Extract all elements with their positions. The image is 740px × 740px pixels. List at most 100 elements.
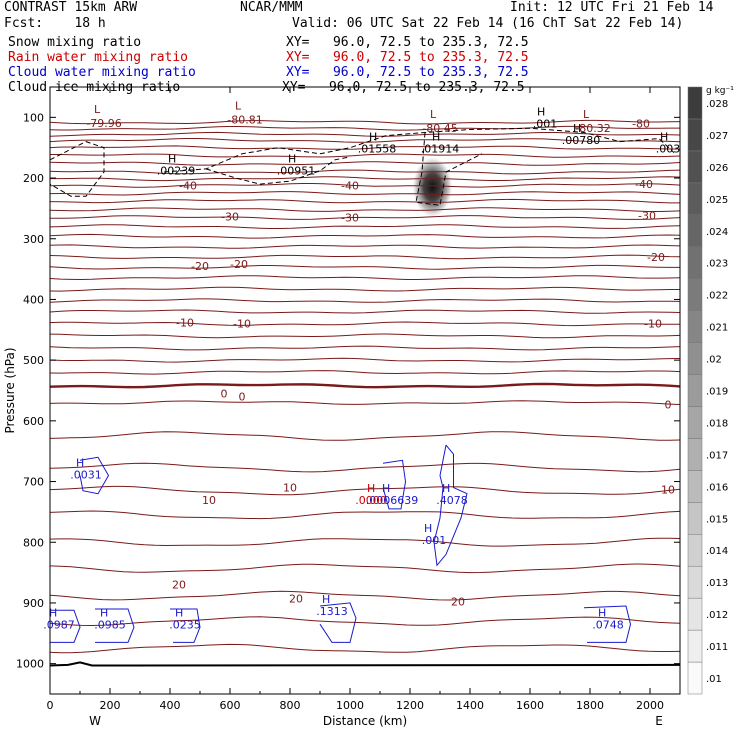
cloud-ice-contour — [49, 141, 105, 197]
colorbar-label: .024 — [706, 227, 728, 238]
colorbar-swatch — [687, 374, 703, 407]
x-tick-label: 600 — [220, 699, 241, 712]
colorbar-swatch — [687, 534, 703, 567]
isotherm-line — [49, 224, 681, 229]
ice-max-label: .00951 — [277, 164, 316, 177]
colorbar-label: .016 — [706, 482, 728, 493]
isotherm-line — [49, 198, 680, 204]
ice-max-label: .001 — [533, 118, 558, 131]
isotherm-line — [49, 382, 681, 389]
ice-max-label: .003 — [656, 143, 681, 156]
x-tick-label: 1000 — [336, 699, 364, 712]
y-tick-label: 900 — [23, 597, 44, 610]
isotherm-line — [49, 400, 681, 405]
ice-high-marker: H — [168, 152, 176, 165]
east-end-label: E — [655, 714, 663, 728]
isotherm-line — [49, 161, 681, 166]
colorbar-label: .027 — [706, 131, 728, 142]
isotherm-label: 20 — [172, 579, 186, 592]
isotherm-line — [49, 119, 681, 125]
isotherm-line — [49, 125, 680, 131]
cloud-water-contour — [382, 459, 407, 510]
colorbar-swatch — [687, 629, 703, 663]
colorbar-label: .025 — [706, 195, 728, 206]
cloud-water-max-label: .0031 — [70, 469, 102, 482]
isotherm-line — [49, 309, 681, 314]
cloud-water-max-label: .1313 — [316, 605, 348, 618]
ice-max-label: .00239 — [157, 164, 196, 177]
cloud-ice-contour — [415, 132, 483, 206]
x-tick-label: 1600 — [516, 699, 544, 712]
field-xy-rain: XY= 96.0, 72.5 to 235.3, 72.5 — [286, 50, 529, 65]
isotherm-line — [49, 431, 681, 441]
low-value-label: -79.96 — [86, 117, 121, 130]
cloud-water-contour — [79, 456, 110, 495]
isotherm-line — [49, 169, 681, 175]
low-marker: L — [583, 108, 590, 121]
cloud-water-high-marker: H — [382, 482, 390, 495]
colorbar-label: .013 — [706, 578, 728, 589]
isotherm-line — [49, 264, 680, 270]
isotherm-line — [49, 345, 681, 351]
colorbar-label: .014 — [706, 546, 728, 557]
cloud-water-high-marker: H — [598, 606, 606, 619]
low-marker: L — [235, 100, 242, 113]
colorbar-unit: g kg⁻¹ — [706, 86, 734, 96]
isotherm-line — [49, 537, 681, 547]
y-axis-label: Pressure (hPa) — [3, 347, 17, 433]
isotherm-line — [49, 321, 681, 327]
rain-high-marker: H — [367, 482, 375, 495]
colorbar-swatch — [687, 438, 703, 471]
isotherm-label: -10 — [644, 318, 662, 331]
forecast-hour: Fcst: 18 h — [4, 16, 106, 31]
isotherm-line — [49, 215, 681, 220]
isotherm-line — [49, 370, 681, 375]
low-marker: L — [94, 103, 101, 116]
colorbar-label: .026 — [706, 163, 728, 174]
colorbar-swatch — [687, 342, 703, 375]
isotherm-line — [49, 298, 681, 303]
cloud-water-high-marker: H — [424, 522, 432, 535]
isotherm-label: -30 — [341, 212, 359, 225]
cloud-ice-contour — [205, 156, 351, 185]
colorbar-swatch — [687, 182, 703, 216]
colorbar-swatch — [687, 661, 703, 695]
low-value-label: -80.45 — [422, 122, 457, 135]
cloud-water-high-marker: H — [49, 606, 57, 619]
isotherm-label: 0 — [221, 388, 228, 401]
isotherm-line — [49, 275, 681, 281]
x-tick-label: 1400 — [456, 699, 484, 712]
x-tick-label: 200 — [100, 699, 121, 712]
cloud-water-contour — [433, 444, 468, 567]
isotherm-line — [49, 254, 681, 260]
snow-maximum-blob — [412, 157, 453, 218]
colorbar-label: .015 — [706, 514, 728, 525]
isotherm-label: 10 — [283, 482, 297, 495]
colorbar-label: .01 — [706, 674, 722, 685]
isotherm-line — [49, 563, 681, 574]
y-tick-label: 600 — [23, 415, 44, 428]
colorbar-swatch — [687, 565, 703, 599]
colorbar-swatch — [687, 118, 703, 152]
cloud-water-high-marker: H — [76, 457, 84, 470]
isotherm-label: -40 — [635, 178, 653, 191]
y-tick-label: 800 — [23, 536, 44, 549]
cloud-water-high-marker: H — [322, 593, 330, 606]
y-tick-label: 700 — [23, 476, 44, 489]
x-tick-label: 400 — [160, 699, 181, 712]
cloud-water-contour — [95, 608, 135, 643]
west-end-label: W — [89, 714, 101, 728]
cloud-water-contour — [170, 608, 201, 643]
colorbar-label: .011 — [706, 642, 728, 653]
isotherm-label: -20 — [191, 260, 209, 273]
low-marker: L — [430, 108, 437, 121]
colorbar-label: .02 — [706, 355, 722, 366]
cloud-water-max-label: .0985 — [94, 618, 126, 631]
isotherm-label: -20 — [647, 251, 665, 264]
cloud-water-contour — [319, 602, 357, 643]
field-label-rain: Rain water mixing ratio — [8, 50, 189, 65]
isotherm-label: 0 — [665, 398, 672, 411]
rain-max-label: .0000 — [355, 494, 387, 507]
x-tick-label: 2000 — [636, 699, 664, 712]
y-tick-label: 100 — [23, 111, 44, 124]
